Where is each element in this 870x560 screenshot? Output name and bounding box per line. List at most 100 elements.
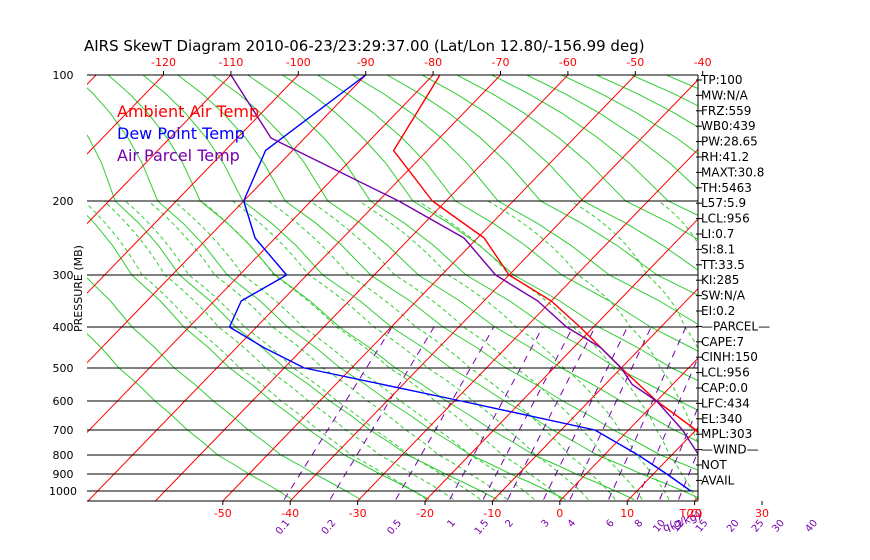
top-temp-tick-label: -80	[424, 56, 442, 69]
moist-adiabat-line	[232, 200, 589, 500]
pressure-tick-label: 300	[53, 269, 74, 282]
isotherm-line	[0, 75, 29, 501]
pressure-tick-label: 100	[53, 69, 74, 82]
moist-adiabat-line	[87, 203, 427, 500]
stability-index-label: TT:33.5	[700, 258, 745, 272]
pressure-tick-label: 400	[53, 321, 74, 334]
stability-index-label: LCL:956	[701, 212, 750, 226]
mixing-ratio-label: 0.1	[274, 518, 293, 537]
mixing-ratio-line	[812, 327, 867, 500]
stability-index-label: RH:41.2	[701, 150, 749, 164]
mixing-ratio-label: 30	[770, 518, 787, 535]
stability-index-label: AVAIL	[701, 473, 735, 487]
mixing-ratio-line	[569, 326, 652, 500]
mixing-ratio-label: 1	[445, 518, 458, 530]
pressure-tick-label: 1000	[49, 485, 77, 498]
isotherm-line	[87, 75, 299, 294]
top-temp-tick-label: -110	[218, 56, 243, 69]
mixing-ratio-label: 0.5	[386, 518, 405, 537]
stability-index-label: LFC:434	[701, 396, 750, 410]
chart-title: AIRS SkewT Diagram 2010-06-23/23:29:37.0…	[84, 37, 645, 55]
stability-index-label: WB0:439	[701, 119, 756, 133]
moist-adiabat-line	[309, 200, 643, 500]
stability-index-label: —PARCEL—	[701, 319, 770, 333]
top-temp-tick-label: -60	[559, 56, 577, 69]
dry-adiabat-line	[87, 134, 498, 500]
pressure-tick-label: 900	[53, 468, 74, 481]
pressure-tick-label: 700	[53, 424, 74, 437]
bottom-axis-label: T(C)	[679, 507, 703, 520]
top-temp-tick-label: -50	[626, 56, 644, 69]
mixing-ratio-line	[678, 450, 698, 500]
moist-adiabat-line	[487, 200, 698, 446]
dry-adiabat-line	[386, 75, 698, 296]
moist-adiabat-line	[805, 201, 831, 500]
dew-point-temp-profile-line	[228, 75, 692, 492]
isotherm-line	[87, 75, 367, 364]
stability-index-label: MPL:303	[701, 427, 752, 441]
dry-adiabat-line	[87, 214, 430, 500]
air-parcel-temp-profile-line	[230, 75, 698, 456]
mixing-ratio-label: 2	[503, 518, 516, 530]
stability-index-label: TP:100	[700, 73, 743, 87]
dry-adiabat-line	[212, 75, 698, 443]
mixing-ratio-label: 4	[566, 518, 579, 530]
bottom-temp-tick-label: -10	[483, 507, 501, 520]
stability-index-label: SW:N/A	[701, 289, 746, 303]
isotherm-line	[87, 75, 232, 225]
moist-adiabat-line	[417, 200, 697, 500]
moist-adiabat-line	[358, 200, 670, 500]
dry-adiabat-line	[456, 75, 698, 240]
stability-index-label: MAXT:30.8	[701, 165, 764, 179]
legend-entry: Ambient Air Temp	[117, 102, 259, 121]
dry-adiabat-line	[421, 75, 698, 271]
top-temp-tick-label: -100	[286, 56, 311, 69]
dry-adiabat-line	[352, 75, 698, 325]
stability-index-label: LCL:956	[701, 366, 750, 380]
stability-index-label: —WIND—	[701, 443, 759, 457]
mixing-ratio-line	[659, 406, 698, 500]
moist-adiabat-line	[853, 201, 862, 500]
y-axis-label: PRESSURE (MB)	[72, 245, 85, 332]
dry-adiabat-line	[841, 75, 870, 500]
mixing-ratio-label: 25	[750, 518, 767, 535]
moist-adiabat-line	[200, 200, 562, 500]
dry-adiabat-line	[87, 87, 566, 500]
stability-index-label: TH:5463	[700, 181, 752, 195]
mixing-ratio-line	[543, 326, 628, 500]
dry-adiabat-line	[666, 75, 698, 90]
stability-index-label: PW:28.65	[701, 135, 758, 149]
top-temp-tick-label: -90	[357, 56, 375, 69]
dry-adiabat-line	[177, 75, 698, 471]
pressure-tick-label: 500	[53, 362, 74, 375]
mixing-ratio-label: 20	[725, 518, 742, 535]
moist-adiabat-line	[103, 200, 454, 500]
dry-adiabat-line	[87, 277, 361, 500]
pressure-tick-label: 600	[53, 395, 74, 408]
bottom-temp-tick-label: 30	[755, 507, 769, 520]
mixing-ratio-line	[758, 327, 819, 500]
dry-adiabat-line	[491, 75, 698, 216]
mixing-ratio-line	[449, 326, 544, 500]
dry-adiabat-line	[771, 75, 870, 500]
mixing-ratio-label: 8	[633, 518, 646, 530]
isotherm-line	[87, 75, 164, 155]
isotherm-line	[492, 287, 698, 501]
dry-adiabat-line	[282, 75, 698, 382]
bottom-temp-tick-label: -50	[214, 507, 232, 520]
mixing-ratio-line	[608, 326, 687, 500]
mixing-ratio-line	[482, 326, 574, 500]
stability-index-label: LI:0.7	[701, 227, 734, 241]
stability-index-label: SI:8.1	[701, 242, 735, 256]
stability-index-label: EI:0.2	[701, 304, 735, 318]
moist-adiabat-line	[125, 200, 481, 500]
isotherm-line	[762, 75, 870, 501]
bottom-temp-tick-label: 20	[688, 507, 702, 520]
stability-index-label: CAPE:7	[701, 335, 744, 349]
moist-adiabat-line	[570, 200, 698, 350]
isotherm-line	[424, 218, 698, 501]
stability-index-label: CAP:0.0	[701, 381, 748, 395]
stability-index-label: FRZ:559	[701, 104, 751, 118]
stability-index-label: MW:N/A	[701, 88, 749, 102]
